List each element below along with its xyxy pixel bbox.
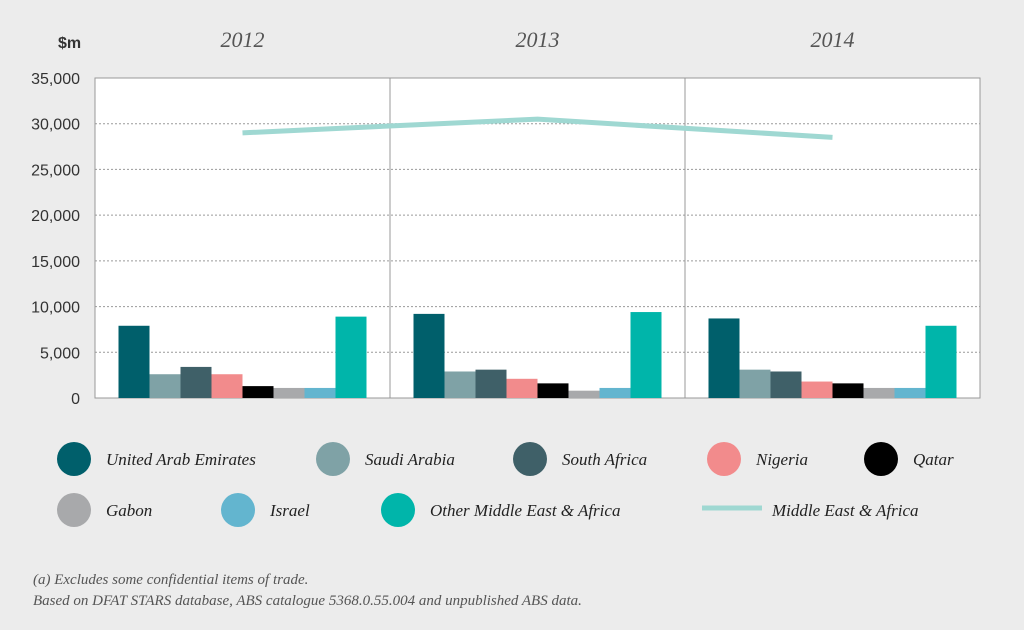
y-axis: 0 5,000 10,000 15,000 20,000 25,000 30,000 35,0… bbox=[31, 71, 80, 408]
bar bbox=[863, 387, 895, 398]
legend-label: Israel bbox=[269, 501, 310, 520]
legend-swatch bbox=[316, 442, 350, 476]
bar bbox=[242, 386, 274, 398]
bar bbox=[304, 387, 336, 398]
legend-swatch bbox=[57, 442, 91, 476]
gridlines bbox=[95, 123, 980, 353]
legend-label: Middle East & Africa bbox=[771, 501, 919, 520]
bar bbox=[599, 387, 631, 398]
legend-swatch bbox=[221, 493, 255, 527]
plot-area bbox=[94, 77, 981, 399]
legend-swatch bbox=[381, 493, 415, 527]
bar bbox=[739, 369, 771, 398]
total-line bbox=[242, 116, 833, 140]
legend-swatch bbox=[57, 493, 91, 527]
bars bbox=[118, 312, 957, 398]
legend-label: Saudi Arabia bbox=[365, 450, 455, 469]
legend-swatch bbox=[864, 442, 898, 476]
bar bbox=[568, 390, 600, 398]
bar bbox=[211, 374, 243, 398]
y-tick-label: 30,000 bbox=[31, 117, 80, 134]
bar bbox=[180, 366, 212, 398]
year-labels: 2012 2013 2014 bbox=[221, 27, 855, 52]
bar bbox=[708, 318, 740, 398]
bar bbox=[118, 325, 150, 398]
bar bbox=[630, 312, 662, 398]
legend-label: United Arab Emirates bbox=[106, 450, 256, 469]
unit-label: $m bbox=[58, 35, 81, 52]
legend-label: Gabon bbox=[106, 501, 152, 520]
legend-label: Qatar bbox=[913, 450, 954, 469]
y-tick-label: 0 bbox=[71, 391, 80, 408]
footnote-source: Based on DFAT STARS database, ABS catalo… bbox=[33, 593, 582, 609]
y-tick-label: 20,000 bbox=[31, 208, 80, 225]
legend-swatch bbox=[513, 442, 547, 476]
y-tick-label: 10,000 bbox=[31, 300, 80, 317]
bar bbox=[801, 381, 833, 398]
y-tick-label: 5,000 bbox=[40, 345, 80, 362]
legend: United Arab Emirates Saudi Arabia South Af… bbox=[57, 442, 954, 527]
footnotes: (a) Excludes some confidential items of … bbox=[33, 570, 582, 612]
bar bbox=[537, 383, 569, 398]
line-series bbox=[242, 116, 833, 140]
year-label: 2012 bbox=[221, 27, 265, 52]
bar bbox=[444, 371, 476, 398]
year-label: 2013 bbox=[516, 27, 560, 52]
bar bbox=[894, 387, 926, 398]
legend-label: Nigeria bbox=[755, 450, 808, 469]
bar bbox=[832, 383, 864, 398]
legend-swatch bbox=[707, 442, 741, 476]
bar bbox=[475, 369, 507, 398]
bar bbox=[770, 371, 802, 398]
bar bbox=[925, 325, 957, 398]
bar bbox=[506, 378, 538, 398]
bar bbox=[335, 316, 367, 398]
bar bbox=[149, 374, 181, 398]
footnote-exclusions: (a) Excludes some confidential items of … bbox=[33, 572, 309, 588]
bar bbox=[273, 387, 305, 398]
y-tick-label: 15,000 bbox=[31, 254, 80, 271]
year-label: 2014 bbox=[811, 27, 855, 52]
y-tick-label: 35,000 bbox=[31, 71, 80, 88]
year-dividers bbox=[389, 78, 686, 398]
legend-label: Other Middle East & Africa bbox=[430, 501, 620, 520]
legend-label: South Africa bbox=[562, 450, 647, 469]
bar bbox=[413, 313, 445, 398]
y-tick-label: 25,000 bbox=[31, 162, 80, 179]
